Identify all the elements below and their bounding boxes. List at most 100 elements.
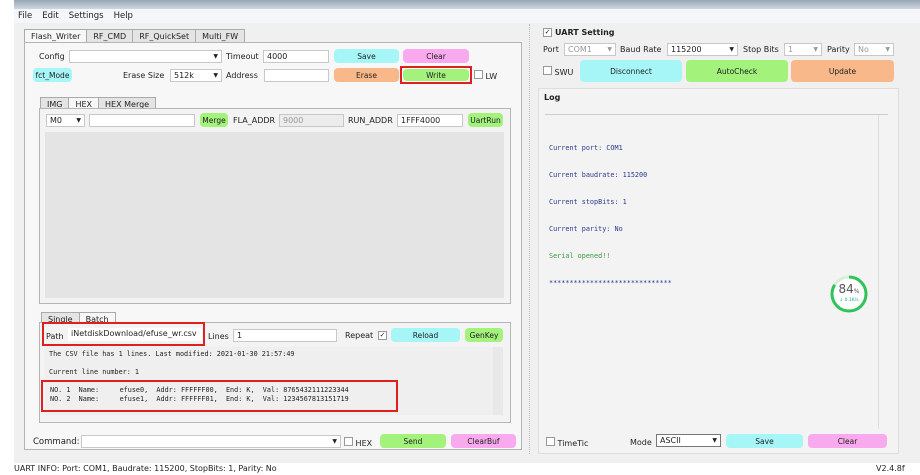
uart-setting-checkbox[interactable]: ✓ bbox=[543, 28, 552, 37]
log-panel bbox=[538, 88, 899, 454]
menu-file[interactable]: File bbox=[18, 11, 33, 21]
gauge-ring bbox=[830, 275, 868, 313]
port-select[interactable]: COM1 ▼ bbox=[564, 43, 616, 56]
log-line: Current baudrate: 115200 bbox=[549, 171, 648, 179]
tab-multi-fw[interactable]: Multi_FW bbox=[195, 29, 246, 43]
sub-tabs: IMG HEX HEX Merge bbox=[40, 97, 157, 111]
menu-bar: File Edit Settings Help bbox=[14, 9, 920, 23]
log-save-button[interactable]: Save bbox=[726, 434, 803, 448]
command-input[interactable]: ▼ bbox=[81, 435, 341, 448]
address-label: Address bbox=[226, 71, 258, 80]
chevron-down-icon: ▼ bbox=[607, 46, 612, 53]
stop-bits-label: Stop Bits bbox=[743, 45, 779, 54]
repeat-checkbox[interactable]: ✓ bbox=[378, 331, 387, 340]
timetic-checkbox[interactable]: TimeTic bbox=[546, 437, 588, 448]
gauge-arc bbox=[830, 275, 868, 313]
erase-size-select[interactable]: 512k ▼ bbox=[170, 69, 222, 82]
erase-button[interactable]: Erase bbox=[334, 68, 399, 82]
chevron-down-icon: ▼ bbox=[729, 46, 734, 53]
output-line: The CSV file has 1 lines. Last modified:… bbox=[49, 350, 295, 358]
status-info: UART INFO: Port: COM1, Baudrate: 115200,… bbox=[14, 464, 277, 473]
tab-rf-quickset[interactable]: RF_QuickSet bbox=[132, 29, 197, 43]
genkey-button[interactable]: GenKey bbox=[465, 328, 503, 342]
path-input[interactable]: iNetdiskDownload/efuse_wr.csv bbox=[68, 328, 202, 341]
menu-settings[interactable]: Settings bbox=[68, 11, 104, 21]
log-title: Log bbox=[544, 93, 561, 102]
chevron-down-icon: ▼ bbox=[213, 53, 218, 60]
menu-help[interactable]: Help bbox=[113, 11, 133, 21]
chevron-down-icon: ▼ bbox=[76, 117, 81, 124]
mcu-select[interactable]: M0 ▼ bbox=[46, 114, 85, 127]
fla-addr-input[interactable]: 9000 bbox=[279, 114, 344, 127]
send-button[interactable]: Send bbox=[380, 434, 446, 448]
baud-value: 115200 bbox=[671, 45, 702, 54]
mode-select[interactable]: ASCII ▼ bbox=[656, 434, 721, 447]
baud-select[interactable]: 115200 ▼ bbox=[667, 43, 738, 56]
tab-flash-writer[interactable]: Flash_Writer bbox=[24, 29, 88, 43]
menu-edit[interactable]: Edit bbox=[42, 11, 59, 21]
version-label: V2.4.8f bbox=[876, 464, 905, 473]
hex-file-input[interactable] bbox=[89, 114, 195, 127]
title-bar bbox=[14, 0, 920, 9]
lines-label: Lines bbox=[208, 332, 229, 341]
log-line-opened: Serial opened!! bbox=[549, 252, 611, 260]
log-line: Current stopBits: 1 bbox=[549, 198, 627, 206]
chevron-down-icon: ▼ bbox=[885, 46, 890, 53]
scrollbar[interactable] bbox=[493, 347, 503, 415]
log-scrollbar[interactable] bbox=[878, 115, 888, 429]
lines-input[interactable]: 1 bbox=[233, 329, 337, 342]
stop-bits-value: 1 bbox=[788, 45, 794, 54]
speed-gauge: 84% ↓ 0.1K/s bbox=[829, 274, 869, 314]
reload-button[interactable]: Reload bbox=[391, 328, 460, 342]
repeat-label: Repeat bbox=[345, 331, 374, 340]
lw-checkbox[interactable]: LW bbox=[474, 70, 497, 81]
log-line-stars: ****************************** bbox=[549, 279, 672, 287]
fla-addr-label: FLA_ADDR bbox=[233, 116, 276, 125]
fct-mode-button[interactable]: fct_Mode bbox=[33, 68, 72, 82]
log-area: Current port: COM1 Current baudrate: 115… bbox=[545, 114, 888, 429]
path-label: Path bbox=[46, 332, 64, 341]
run-addr-label: RUN_ADDR bbox=[348, 116, 393, 125]
baud-label: Baud Rate bbox=[620, 45, 662, 54]
write-highlight: Write bbox=[400, 66, 472, 84]
lw-label: LW bbox=[485, 72, 498, 81]
run-addr-input[interactable]: 1FFF4000 bbox=[397, 114, 463, 127]
tab-rf-cmd[interactable]: RF_CMD bbox=[86, 29, 134, 43]
erase-size-label: Erase Size bbox=[123, 71, 165, 80]
mcu-value: M0 bbox=[50, 116, 62, 125]
uart-setting-title: UART Setting bbox=[555, 28, 615, 37]
autocheck-button[interactable]: AutoCheck bbox=[686, 60, 788, 82]
uartrun-button[interactable]: UartRun bbox=[468, 113, 503, 127]
address-input[interactable] bbox=[264, 69, 329, 82]
hex-checkbox[interactable]: HEX bbox=[344, 437, 372, 448]
timeout-input[interactable]: 4000 bbox=[263, 50, 329, 63]
swu-label: SWU bbox=[554, 68, 574, 77]
log-lines: Current port: COM1 Current baudrate: 115… bbox=[549, 126, 672, 306]
output-line: Current line number: 1 bbox=[49, 368, 140, 376]
log-clear-button[interactable]: Clear bbox=[808, 434, 887, 448]
update-button[interactable]: Update bbox=[791, 60, 894, 82]
port-value: COM1 bbox=[568, 45, 592, 54]
chevron-down-icon: ▼ bbox=[813, 46, 818, 53]
chevron-down-icon: ▼ bbox=[332, 438, 337, 445]
tab-hex-merge[interactable]: HEX Merge bbox=[98, 97, 157, 111]
swu-checkbox[interactable]: SWU bbox=[543, 66, 573, 77]
parity-value: No bbox=[858, 45, 869, 54]
save-button[interactable]: Save bbox=[334, 49, 399, 63]
log-line: Current port: COM1 bbox=[549, 144, 623, 152]
disconnect-button[interactable]: Disconnect bbox=[580, 60, 682, 82]
timeout-label: Timeout bbox=[226, 52, 259, 61]
hex-content-area bbox=[45, 132, 504, 298]
merge-button[interactable]: Merge bbox=[200, 113, 228, 127]
path-highlight bbox=[42, 322, 205, 346]
clearbuf-button[interactable]: ClearBuf bbox=[451, 434, 516, 448]
stop-bits-select[interactable]: 1 ▼ bbox=[784, 43, 822, 56]
config-select[interactable]: ▼ bbox=[69, 50, 222, 63]
hex-label: HEX bbox=[355, 439, 373, 448]
erase-size-value: 512k bbox=[174, 71, 194, 80]
clear-button[interactable]: Clear bbox=[403, 49, 469, 63]
write-button[interactable]: Write bbox=[403, 69, 469, 81]
splitter[interactable] bbox=[529, 24, 531, 454]
timetic-label: TimeTic bbox=[557, 439, 589, 448]
parity-select[interactable]: No ▼ bbox=[854, 43, 894, 56]
